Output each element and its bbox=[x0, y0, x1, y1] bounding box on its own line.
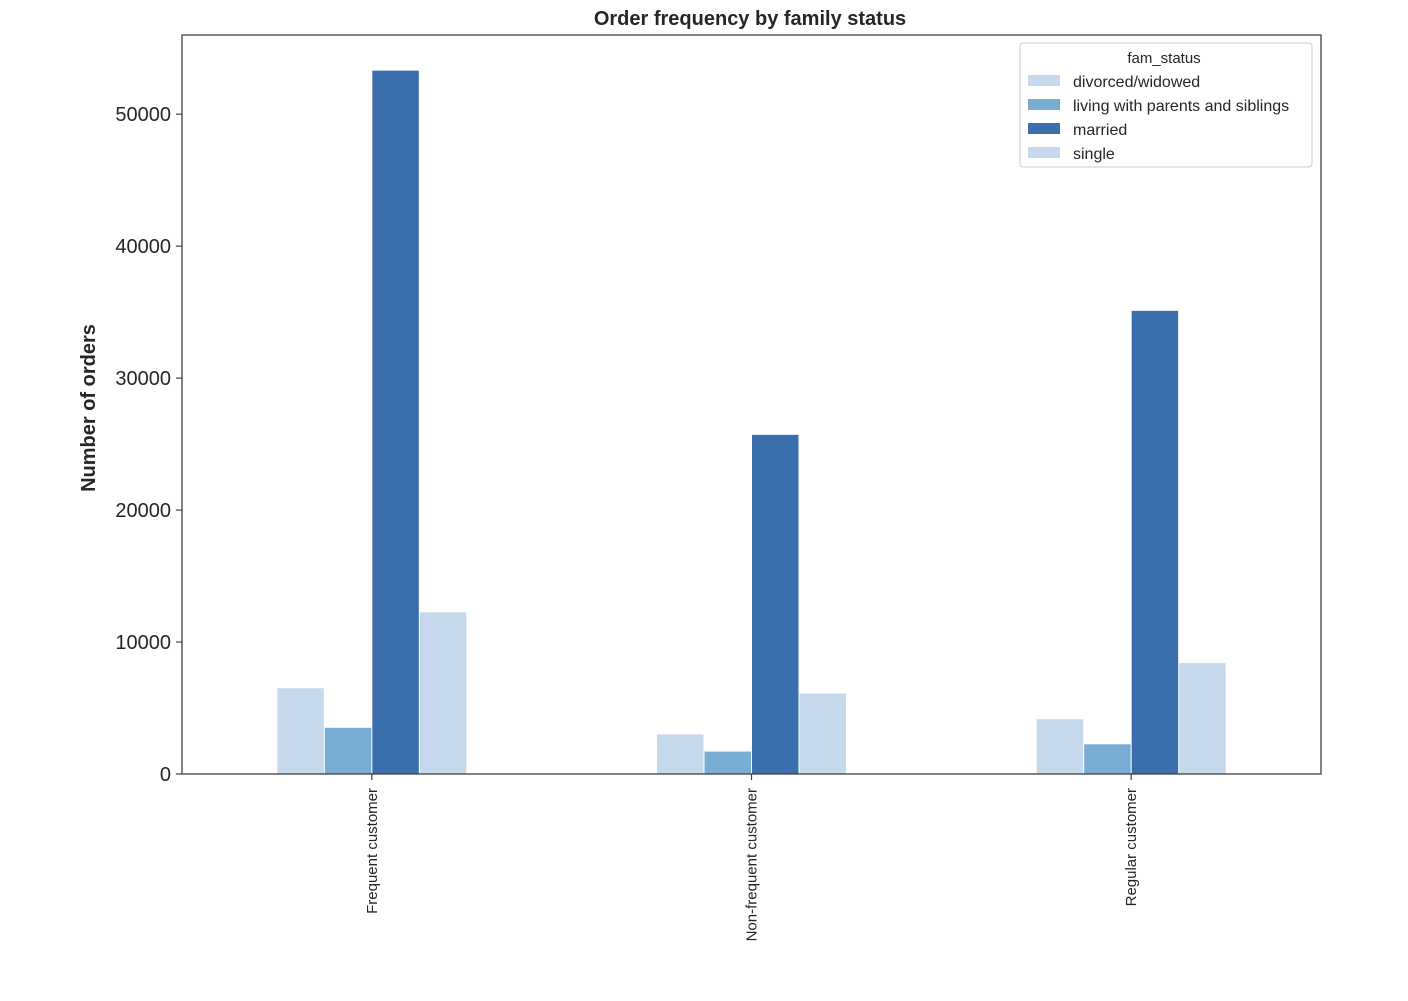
bar-regular-customer-living-with-parents-and-siblings bbox=[1084, 744, 1131, 774]
legend-swatch-divorced-widowed bbox=[1028, 75, 1060, 86]
legend-swatch-living-with-parents-and-siblings bbox=[1028, 99, 1060, 110]
bar-non-frequent-customer-living-with-parents-and-siblings bbox=[704, 751, 751, 774]
bar-regular-customer-married bbox=[1131, 310, 1179, 774]
bar-frequent-customer-divorced-widowed bbox=[277, 688, 324, 774]
legend: fam_status divorced/widowed living with p… bbox=[1019, 42, 1313, 168]
y-tick-label-10000: 10000 bbox=[115, 632, 171, 654]
bar-frequent-customer-married bbox=[372, 70, 419, 774]
legend-swatch-single bbox=[1028, 147, 1060, 158]
bar-non-frequent-customer-divorced-widowed bbox=[657, 734, 704, 774]
bar-frequent-customer-single bbox=[419, 612, 467, 774]
legend-label-living-with-parents-and-siblings: living with parents and siblings bbox=[1073, 98, 1289, 115]
y-axis: 0 10000 20000 30000 40000 50000 bbox=[115, 104, 182, 786]
bars-layer bbox=[277, 70, 1226, 774]
chart-title: Order frequency by family status bbox=[594, 8, 906, 30]
legend-label-single: single bbox=[1073, 146, 1115, 163]
x-tick-label-non-frequent-customer: Non-frequent customer bbox=[744, 788, 761, 941]
legend-box bbox=[1019, 42, 1313, 168]
bar-non-frequent-customer-married bbox=[752, 434, 799, 774]
y-tick-label-50000: 50000 bbox=[115, 104, 171, 126]
legend-label-married: married bbox=[1073, 122, 1127, 139]
bar-non-frequent-customer-single bbox=[799, 693, 846, 774]
legend-swatch-married bbox=[1028, 123, 1060, 134]
bar-regular-customer-divorced-widowed bbox=[1036, 719, 1084, 774]
y-tick-label-0: 0 bbox=[160, 764, 171, 786]
y-tick-label-30000: 30000 bbox=[115, 368, 171, 390]
legend-label-divorced-widowed: divorced/widowed bbox=[1073, 74, 1200, 91]
bar-frequent-customer-living-with-parents-and-siblings bbox=[324, 727, 372, 774]
bar-regular-customer-single bbox=[1179, 663, 1226, 774]
y-tick-label-20000: 20000 bbox=[115, 500, 171, 522]
x-tick-label-frequent-customer: Frequent customer bbox=[364, 788, 381, 914]
y-axis-label: Number of orders bbox=[78, 324, 100, 492]
y-tick-label-40000: 40000 bbox=[115, 236, 171, 258]
x-tick-label-regular-customer: Regular customer bbox=[1123, 788, 1140, 906]
plot-frame bbox=[181, 34, 1322, 775]
legend-title: fam_status bbox=[1127, 50, 1200, 67]
x-axis: Frequent customer Non-frequent customer Re… bbox=[364, 774, 1140, 941]
